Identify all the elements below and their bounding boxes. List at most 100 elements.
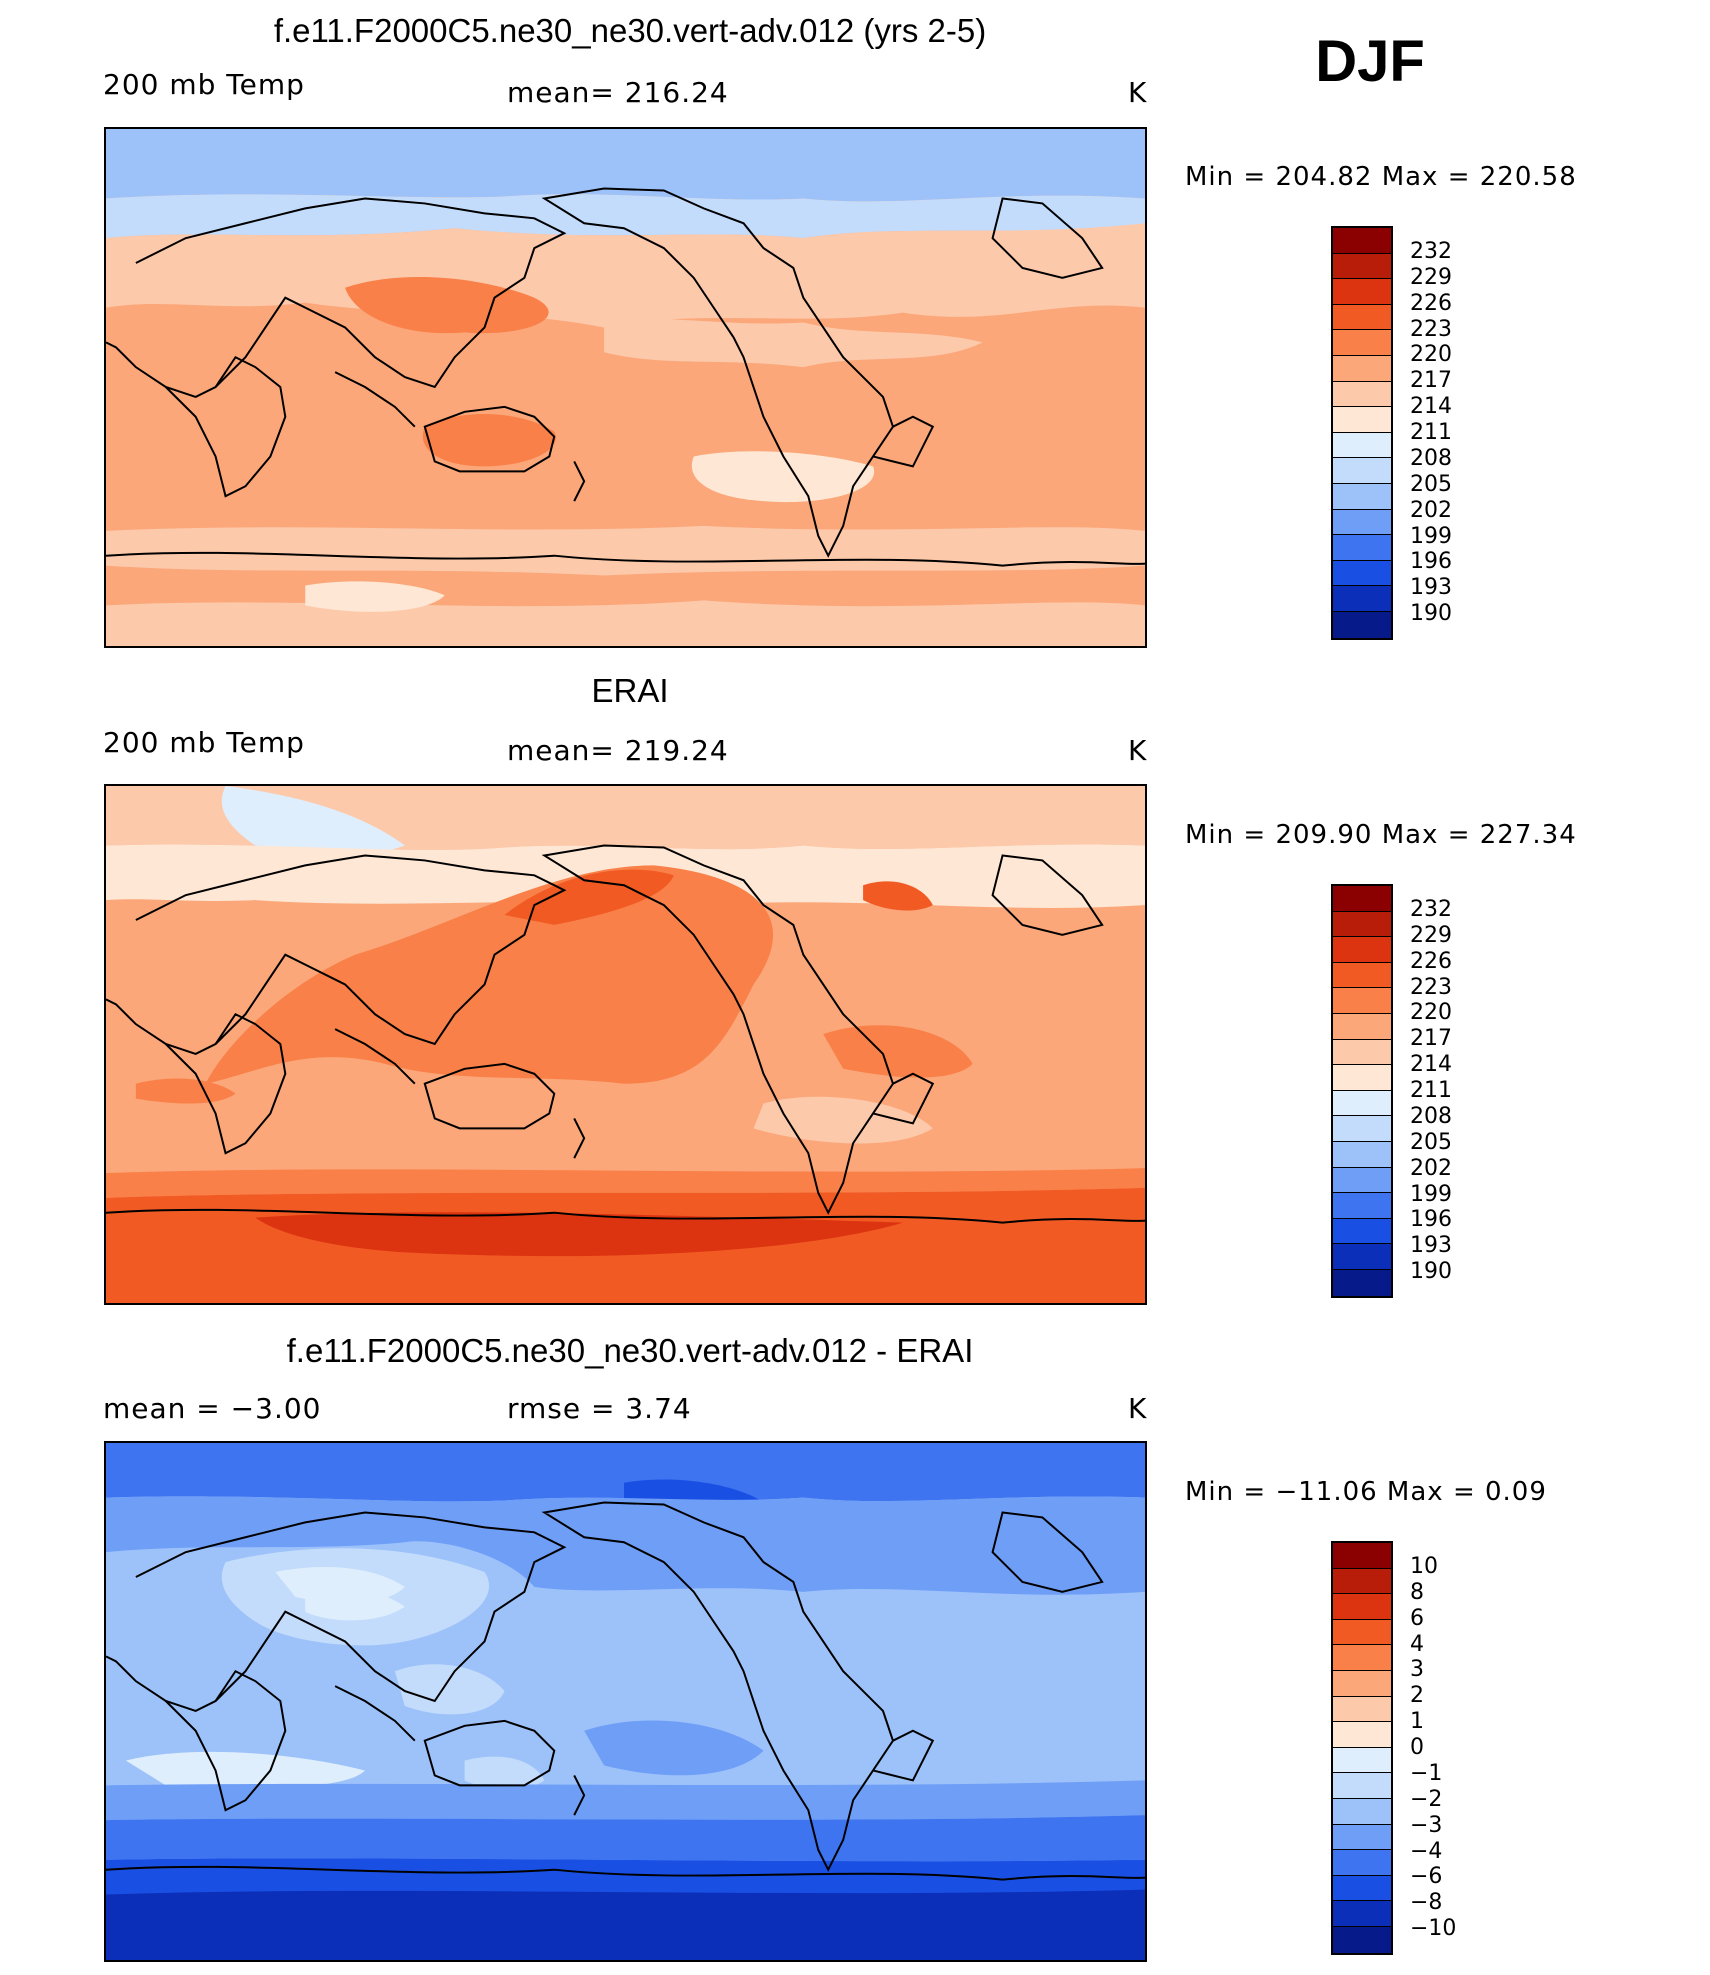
colorbar-swatch [1333,1116,1391,1142]
colorbar-tick-label: −6 [1410,1864,1443,1890]
colorbar-tick-label: 217 [1410,1026,1452,1052]
colorbar-swatch [1333,1039,1391,1066]
panel-2-colorbar [1331,884,1393,1298]
colorbar-swatch [1333,1244,1391,1270]
colorbar-tick-label: 190 [1410,1259,1452,1285]
colorbar-swatch [1333,1013,1391,1040]
colorbar-tick-label: −10 [1410,1916,1457,1942]
panel-1-mean-label: mean= 216.24 [507,76,729,109]
panel-2-minmax: Min = 209.90 Max = 227.34 [1185,820,1577,850]
colorbar-tick-label: 199 [1410,1181,1452,1207]
colorbar-swatch [1333,535,1391,561]
panel-2-map [104,784,1147,1305]
colorbar-tick-label: 196 [1410,549,1452,575]
colorbar-swatch [1333,1901,1391,1927]
colorbar-tick-label: 202 [1410,497,1452,523]
colorbar-tick-label: 2 [1410,1683,1424,1709]
colorbar-swatch [1333,1670,1391,1697]
colorbar-tick-label: 217 [1410,368,1452,394]
colorbar-swatch [1333,1594,1391,1620]
panel-1-units: K [1128,76,1148,109]
colorbar-swatch [1333,886,1391,912]
colorbar-swatch [1333,962,1391,989]
colorbar-swatch [1333,1824,1391,1851]
panel-2-mean-label: mean= 219.24 [507,734,729,767]
colorbar-tick-label: −2 [1410,1786,1443,1812]
colorbar-swatch [1333,1269,1391,1296]
panel-1-map [104,127,1147,648]
panel-3-minmax: Min = −11.06 Max = 0.09 [1185,1477,1547,1507]
colorbar-tick-label: 4 [1410,1631,1424,1657]
panel-3-colorbar [1331,1541,1393,1955]
colorbar-swatch [1333,355,1391,382]
colorbar-tick-label: 205 [1410,471,1452,497]
panel-3-title: f.e11.F2000C5.ne30_ne30.vert-adv.012 - E… [286,1332,974,1369]
colorbar-tick-label: 223 [1410,974,1452,1000]
colorbar-tick-label: 211 [1410,1078,1452,1103]
colorbar-tick-label: 0 [1410,1735,1424,1760]
colorbar-tick-label: 3 [1410,1657,1424,1683]
colorbar-swatch [1333,1645,1391,1671]
panel-3-units: K [1128,1392,1148,1425]
colorbar-swatch [1333,458,1391,484]
colorbar-tick-label: 1 [1410,1709,1424,1735]
colorbar-swatch [1333,911,1391,938]
panel-3-mean-label: mean = −3.00 [103,1392,322,1425]
panel-2-units: K [1128,734,1148,767]
colorbar-tick-label: 199 [1410,523,1452,549]
colorbar-swatch [1333,279,1391,305]
colorbar-swatch [1333,1167,1391,1194]
colorbar-tick-label: 220 [1410,1000,1452,1026]
colorbar-swatch [1333,253,1391,280]
colorbar-tick-label: 226 [1410,290,1452,316]
colorbar-swatch [1333,509,1391,536]
colorbar-tick-label: 229 [1410,264,1452,290]
colorbar-tick-label: 8 [1410,1579,1424,1605]
colorbar-tick-label: 10 [1410,1553,1438,1579]
colorbar-tick-label: 6 [1410,1605,1424,1631]
colorbar-tick-label: −1 [1410,1760,1443,1786]
colorbar-swatch [1333,560,1391,587]
panel-1-title: f.e11.F2000C5.ne30_ne30.vert-adv.012 (yr… [273,12,987,49]
colorbar-swatch [1333,1543,1391,1569]
colorbar-tick-label: 232 [1410,238,1452,264]
colorbar-tick-label: 208 [1410,445,1452,471]
colorbar-swatch [1333,1090,1391,1117]
colorbar-swatch [1333,432,1391,459]
colorbar-swatch [1333,1696,1391,1723]
colorbar-tick-label: 211 [1410,420,1452,445]
colorbar-tick-label: 220 [1410,342,1452,368]
panel-3-map [104,1441,1147,1962]
colorbar-swatch [1333,586,1391,612]
colorbar-swatch [1333,1875,1391,1902]
colorbar-tick-label: 193 [1410,575,1452,601]
colorbar-swatch [1333,1141,1391,1168]
colorbar-tick-label: 214 [1410,1052,1452,1078]
colorbar-swatch [1333,937,1391,963]
colorbar-swatch [1333,304,1391,331]
colorbar-swatch [1333,988,1391,1014]
colorbar-swatch [1333,1798,1391,1825]
colorbar-swatch [1333,1218,1391,1245]
season-label: DJF [1315,29,1425,94]
colorbar-tick-label: 193 [1410,1233,1452,1259]
colorbar-swatch [1333,483,1391,510]
panel-1-minmax: Min = 204.82 Max = 220.58 [1185,162,1577,192]
colorbar-tick-label: 223 [1410,316,1452,342]
colorbar-tick-label: 202 [1410,1155,1452,1181]
colorbar-swatch [1333,1747,1391,1774]
colorbar-tick-label: −8 [1410,1890,1443,1916]
colorbar-swatch [1333,1619,1391,1646]
colorbar-swatch [1333,381,1391,408]
colorbar-tick-label: −3 [1410,1812,1443,1838]
colorbar-tick-label: 229 [1410,922,1452,948]
colorbar-swatch [1333,1065,1391,1091]
panel-1-colorbar [1331,226,1393,640]
colorbar-swatch [1333,407,1391,433]
colorbar-swatch [1333,1193,1391,1219]
panel-2-title: ERAI [591,672,669,709]
colorbar-tick-label: 205 [1410,1129,1452,1155]
panel-1-variable-label: 200 mb Temp [103,68,305,101]
colorbar-swatch [1333,1926,1391,1953]
colorbar-swatch [1333,1773,1391,1799]
